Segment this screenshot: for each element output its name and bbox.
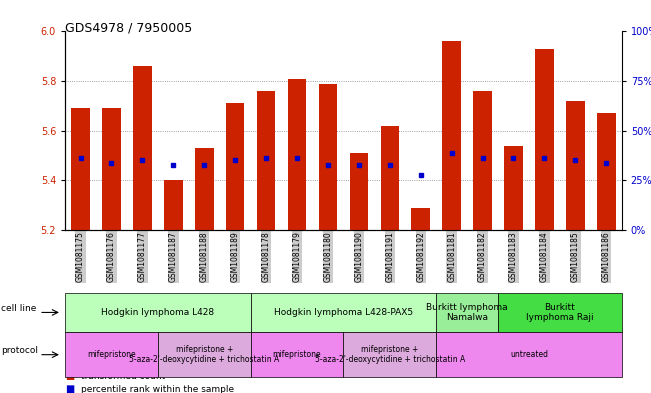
Bar [288, 79, 306, 230]
Bar [442, 41, 461, 230]
Bar [535, 49, 553, 230]
Text: Burkitt
lymphoma Raji: Burkitt lymphoma Raji [526, 303, 594, 322]
Bar [102, 108, 121, 230]
Bar [411, 208, 430, 230]
Text: mifepristone: mifepristone [273, 350, 322, 359]
Text: transformed count: transformed count [81, 372, 165, 380]
Bar [566, 101, 585, 230]
Bar [226, 103, 244, 230]
Bar [195, 148, 214, 230]
Bar [380, 126, 399, 230]
Text: Hodgkin lymphoma L428: Hodgkin lymphoma L428 [102, 308, 214, 317]
Bar [164, 180, 182, 230]
Bar [597, 113, 615, 230]
Bar [72, 108, 90, 230]
Bar [133, 66, 152, 230]
Text: ■: ■ [65, 371, 74, 381]
Bar [504, 145, 523, 230]
Bar [318, 84, 337, 230]
Text: cell line: cell line [1, 304, 36, 313]
Text: mifepristone: mifepristone [87, 350, 136, 359]
Bar [350, 153, 368, 230]
Bar [473, 91, 492, 230]
Text: untreated: untreated [510, 350, 548, 359]
Bar [256, 91, 275, 230]
Text: mifepristone +
5-aza-2'-deoxycytidine + trichostatin A: mifepristone + 5-aza-2'-deoxycytidine + … [314, 345, 465, 364]
Text: mifepristone +
5-aza-2'-deoxycytidine + trichostatin A: mifepristone + 5-aza-2'-deoxycytidine + … [129, 345, 279, 364]
Text: percentile rank within the sample: percentile rank within the sample [81, 385, 234, 393]
Text: Hodgkin lymphoma L428-PAX5: Hodgkin lymphoma L428-PAX5 [274, 308, 413, 317]
Text: protocol: protocol [1, 346, 38, 355]
Text: Burkitt lymphoma
Namalwa: Burkitt lymphoma Namalwa [426, 303, 508, 322]
Text: ■: ■ [65, 384, 74, 393]
Text: GDS4978 / 7950005: GDS4978 / 7950005 [65, 22, 192, 35]
